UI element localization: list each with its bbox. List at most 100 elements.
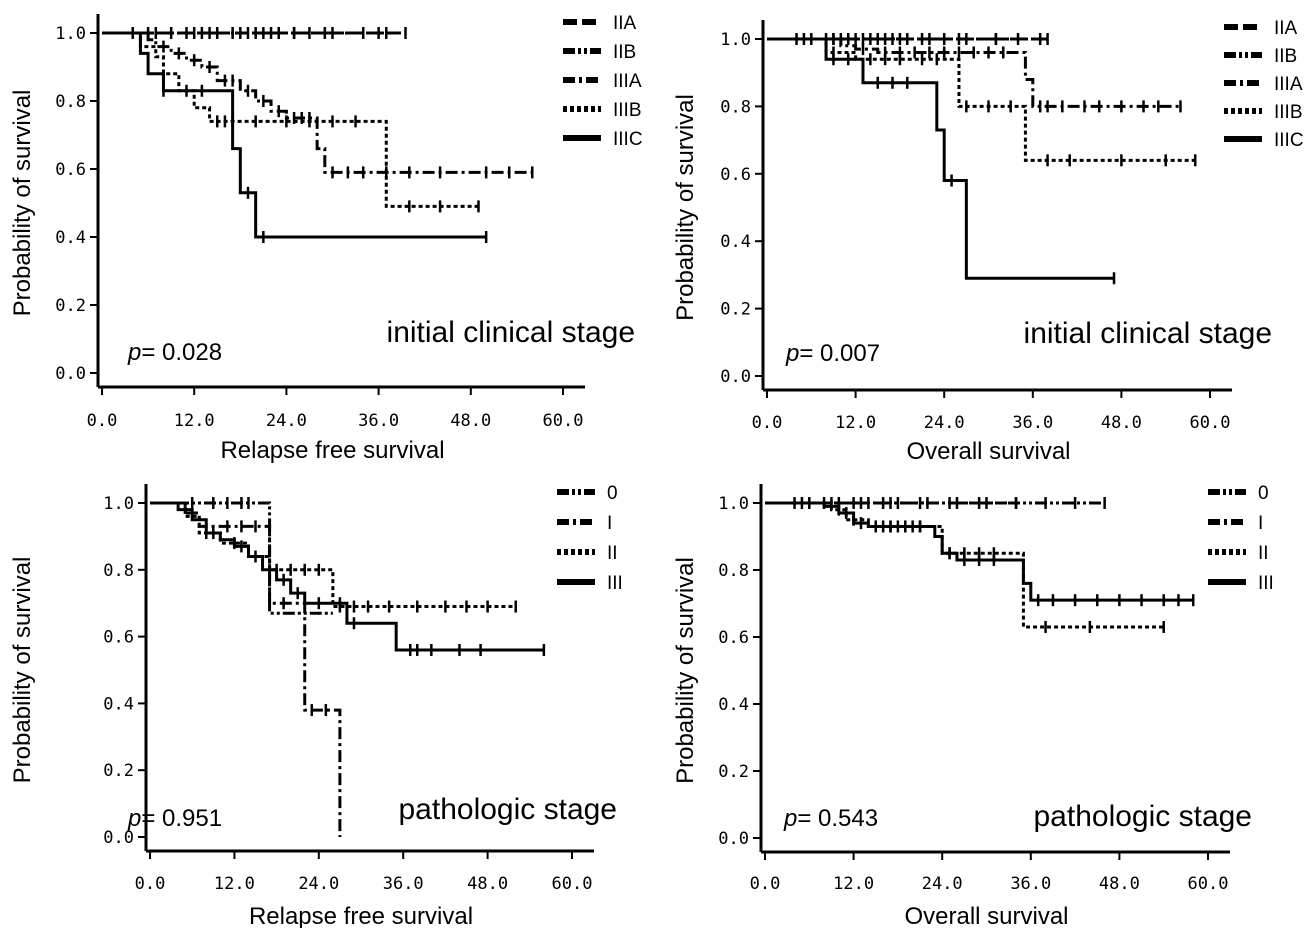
survival-curve: [150, 501, 342, 837]
y-tick-label: 0.2: [55, 296, 86, 316]
survival-curve: [767, 37, 1196, 162]
x-tick-label: 60.0: [543, 411, 584, 431]
y-axis-title: Probability of survival: [672, 557, 699, 784]
y-axis-title: Probability of survival: [672, 94, 699, 321]
x-tick-label: 36.0: [1012, 413, 1053, 433]
legend-label: II: [1258, 543, 1269, 564]
y-tick-label: 0.6: [718, 628, 749, 648]
series-IIIA: [767, 33, 1182, 113]
survival-curve: [102, 31, 487, 239]
y-tick-label: 0.2: [720, 300, 751, 320]
y-tick-label: 1.0: [103, 494, 134, 514]
series-IIIB: [102, 31, 480, 213]
legend-label: 0: [1258, 483, 1269, 504]
legend-label: IIIC: [613, 129, 643, 150]
y-tick-label: 0.8: [718, 561, 749, 581]
y-tick-label: 1.0: [718, 494, 749, 514]
series-IIIB: [767, 37, 1197, 167]
y-tick-label: 0.4: [720, 232, 751, 252]
legend-label: IIIC: [1274, 130, 1304, 151]
km-panel-3: 0.0 0.2 0.4 0.6 0.8 1.0 0.0 12.0 24.0 36.0 48.0 60.…: [9, 483, 623, 928]
x-tick-label: 48.0: [450, 411, 491, 431]
legend-label: III: [1258, 573, 1274, 594]
legend-label: 0: [607, 483, 618, 504]
x-tick-label: 24.0: [922, 874, 963, 894]
y-tick-label: 0.2: [718, 762, 749, 782]
legend-label: IIIB: [1274, 102, 1303, 123]
x-tick-label: 60.0: [1190, 413, 1231, 433]
series-III: [765, 501, 1195, 607]
p-value-number: = 0.028: [141, 339, 222, 366]
p-value-symbol: p: [127, 339, 141, 366]
p-value-symbol: p: [127, 805, 141, 832]
y-axis-title: Probability of survival: [9, 90, 36, 317]
x-tick-label: 0.0: [750, 874, 781, 894]
survival-curve: [765, 501, 1164, 629]
p-value-number: = 0.543: [797, 805, 878, 832]
x-tick-label: 36.0: [358, 411, 399, 431]
x-tick-label: 12.0: [214, 874, 255, 894]
km-panel-4: 0.0 0.2 0.4 0.6 0.8 1.0 0.0 12.0 24.0 36.0 48.0 60.…: [672, 483, 1274, 928]
legend-label: IIA: [613, 13, 637, 34]
y-tick-label: 0.0: [55, 364, 86, 384]
legend-label: I: [607, 513, 612, 534]
y-axis-title: Probability of survival: [9, 557, 36, 784]
x-tick-label: 0.0: [87, 411, 118, 431]
survival-curve: [150, 501, 333, 615]
x-tick-label: 36.0: [383, 874, 424, 894]
x-tick-label: 12.0: [833, 874, 874, 894]
y-tick-label: 0.4: [103, 694, 134, 714]
series-IIIA: [102, 31, 534, 179]
legend-label: IIIA: [613, 71, 642, 92]
x-axis-title: Relapse free survival: [249, 903, 473, 928]
y-tick-label: 0.4: [718, 695, 749, 715]
p-value-symbol: p: [785, 340, 799, 367]
survival-curve: [767, 37, 1181, 108]
y-tick-label: 0.8: [103, 561, 134, 581]
km-panel-1: 0.0 0.2 0.4 0.6 0.8 1.0 0.0 12.0 24.0 36.0 48.0 60.…: [9, 13, 643, 464]
y-tick-label: 0.6: [103, 628, 134, 648]
survival-curve: [765, 501, 1194, 602]
y-tick-label: 0.0: [103, 828, 134, 848]
stage-annotation: pathologic stage: [399, 793, 618, 826]
x-tick-label: 60.0: [552, 874, 593, 894]
x-tick-label: 12.0: [835, 413, 876, 433]
p-value: p= 0.951: [127, 805, 222, 832]
series-I: [150, 501, 342, 837]
series-IIIC: [767, 37, 1116, 285]
x-tick-label: 48.0: [467, 874, 508, 894]
survival-curve: [102, 31, 479, 208]
series-II: [765, 501, 1165, 633]
survival-curve: [767, 37, 1115, 280]
legend-label: IIB: [613, 42, 636, 63]
x-axis-title: Relapse free survival: [220, 437, 444, 464]
x-tick-label: 24.0: [266, 411, 307, 431]
stage-annotation: pathologic stage: [1034, 800, 1253, 833]
p-value-number: = 0.007: [799, 340, 880, 367]
y-tick-label: 0.4: [55, 228, 86, 248]
legend-label: II: [607, 543, 618, 564]
stage-annotation: initial clinical stage: [387, 316, 635, 349]
y-tick-label: 0.6: [55, 160, 86, 180]
x-tick-label: 60.0: [1188, 874, 1229, 894]
series-III: [150, 501, 546, 656]
x-tick-label: 48.0: [1101, 413, 1142, 433]
survival-curve: [102, 31, 533, 174]
legend-label: IIA: [1274, 18, 1298, 39]
y-tick-label: 0.8: [55, 92, 86, 112]
x-tick-label: 0.0: [752, 413, 783, 433]
y-tick-label: 0.2: [103, 761, 134, 781]
y-tick-label: 0.0: [718, 829, 749, 849]
x-tick-label: 24.0: [924, 413, 965, 433]
x-axis-title: Overall survival: [906, 438, 1070, 465]
x-tick-label: 48.0: [1099, 874, 1140, 894]
y-tick-label: 1.0: [720, 30, 751, 50]
legend-label: IIIB: [613, 100, 642, 121]
x-tick-label: 36.0: [1010, 874, 1051, 894]
stage-annotation: initial clinical stage: [1024, 317, 1272, 350]
p-value-symbol: p: [783, 805, 797, 832]
p-value: p= 0.543: [783, 805, 878, 832]
x-tick-label: 12.0: [174, 411, 215, 431]
